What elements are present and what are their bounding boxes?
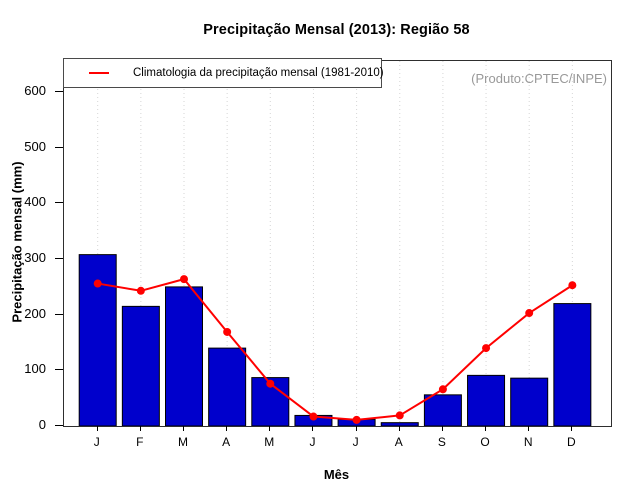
x-tick-label: F <box>136 435 144 449</box>
bar <box>467 374 506 426</box>
x-tick <box>139 426 141 431</box>
x-tick <box>183 426 184 431</box>
x-tick-label: M <box>264 435 275 449</box>
x-tick <box>226 426 228 431</box>
y-tick-label: 500 <box>24 138 46 154</box>
y-tick-label: 100 <box>24 361 46 377</box>
climatology-point <box>136 286 145 295</box>
x-tick <box>312 426 314 431</box>
climatology-point <box>223 327 232 336</box>
x-tick <box>96 426 98 431</box>
x-tick-label: O <box>480 435 490 449</box>
y-tick <box>55 202 63 204</box>
x-tick-label: J <box>309 435 316 449</box>
climatology-point <box>568 281 577 290</box>
legend: Climatologia da precipitação mensal (198… <box>63 58 384 88</box>
y-tick-label: 600 <box>24 83 46 99</box>
y-tick <box>55 91 63 93</box>
y-tick <box>55 146 63 148</box>
climatology-point <box>93 279 102 288</box>
x-tick-label: J <box>93 435 100 449</box>
bar <box>423 394 462 426</box>
climatology-point <box>309 412 318 421</box>
y-tick-label: 200 <box>24 305 46 321</box>
x-axis-title: Mês <box>323 467 350 482</box>
climatology-line <box>97 278 573 421</box>
x-tick-label: N <box>523 435 533 449</box>
bar <box>121 305 160 426</box>
x-tick-label: M <box>178 435 188 449</box>
x-tick <box>355 426 357 431</box>
climatology-point <box>266 379 275 388</box>
y-tick <box>55 369 63 371</box>
legend-label: Climatologia da precipitação mensal (198… <box>133 67 384 79</box>
x-tick <box>398 426 400 431</box>
climatology-point <box>395 411 404 420</box>
legend-line-sample <box>89 72 109 74</box>
chart-plot-svg <box>78 61 592 426</box>
x-tick <box>528 426 530 431</box>
plot-area <box>63 60 612 427</box>
climatology-point <box>352 415 361 424</box>
bar <box>510 377 549 426</box>
x-tick-label: J <box>352 435 359 449</box>
x-tick <box>269 426 271 431</box>
y-tick <box>55 313 63 315</box>
watermark-text: (Produto:CPTEC/INPE) <box>471 71 607 86</box>
x-tick <box>571 426 573 431</box>
y-axis-title: Precipitação mensal (mm) <box>9 161 25 323</box>
x-tick-label: S <box>437 435 446 449</box>
bar <box>380 422 419 426</box>
chart-title: Precipitação Mensal (2013): Região 58 <box>203 22 470 38</box>
y-tick <box>55 425 63 426</box>
climatology-point <box>525 309 534 318</box>
climatology-point <box>180 275 188 284</box>
bar <box>553 303 592 426</box>
climatology-point <box>482 344 491 353</box>
climatology-point <box>438 385 447 394</box>
x-tick <box>485 426 487 431</box>
y-tick-label: 300 <box>24 250 46 266</box>
y-tick-label: 400 <box>24 194 46 210</box>
x-tick-label: D <box>567 435 576 449</box>
x-tick-label: A <box>394 435 403 449</box>
x-tick-label: A <box>222 435 231 449</box>
x-tick <box>441 426 443 431</box>
bar <box>165 286 203 426</box>
y-tick-label: 0 <box>38 417 46 432</box>
y-tick <box>55 258 63 260</box>
bar <box>208 347 247 426</box>
